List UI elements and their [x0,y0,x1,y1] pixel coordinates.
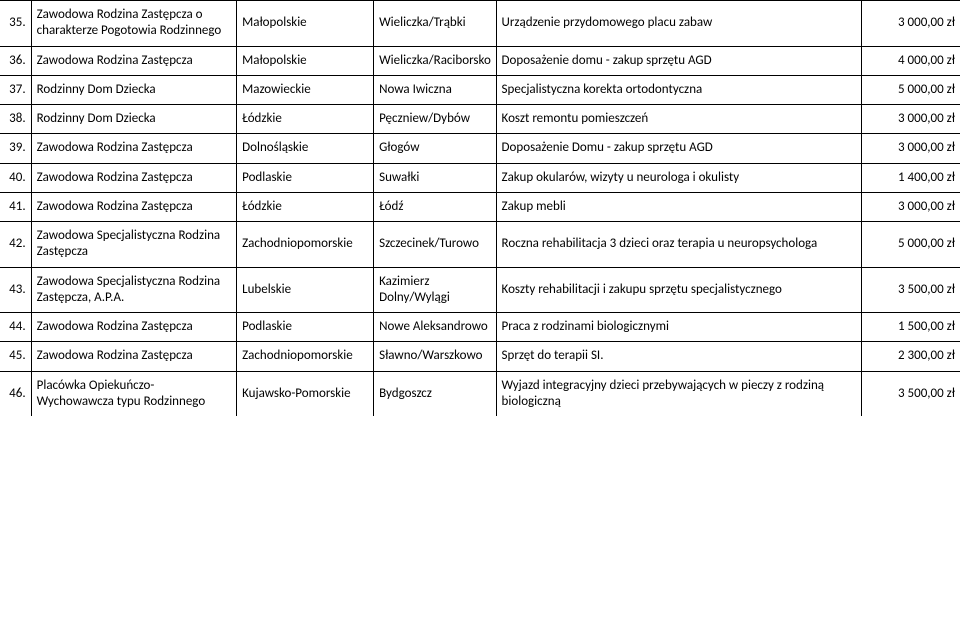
table-row: 35.Zawodowa Rodzina Zastępcza o charakte… [0,1,960,47]
row-number: 35. [0,1,31,47]
row-amount: 3 000,00 zł [861,1,960,47]
row-type: Zawodowa Rodzina Zastępcza [31,46,236,75]
table-row: 41.Zawodowa Rodzina ZastępczaŁódzkieŁódź… [0,192,960,221]
grants-table-body: 35.Zawodowa Rodzina Zastępcza o charakte… [0,1,960,417]
row-voivodeship: Kujawsko-Pomorskie [237,371,374,416]
row-voivodeship: Podlaskie [237,313,374,342]
row-amount: 3 000,00 zł [861,134,960,163]
row-voivodeship: Podlaskie [237,163,374,192]
row-locality: Nowa Iwiczna [374,75,496,104]
row-voivodeship: Małopolskie [237,46,374,75]
row-amount: 5 000,00 zł [861,75,960,104]
row-description: Praca z rodzinami biologicznymi [496,313,861,342]
row-amount: 3 000,00 zł [861,105,960,134]
row-description: Specjalistyczna korekta ortodontyczna [496,75,861,104]
row-type: Zawodowa Rodzina Zastępcza [31,313,236,342]
row-description: Koszt remontu pomieszczeń [496,105,861,134]
row-type: Zawodowa Rodzina Zastępcza [31,134,236,163]
row-type: Placówka Opiekuńczo-Wychowawcza typu Rod… [31,371,236,416]
row-description: Sprzęt do terapii SI. [496,342,861,371]
table-row: 39.Zawodowa Rodzina ZastępczaDolnośląski… [0,134,960,163]
table-row: 45.Zawodowa Rodzina ZastępczaZachodniopo… [0,342,960,371]
row-voivodeship: Zachodniopomorskie [237,342,374,371]
row-number: 46. [0,371,31,416]
row-locality: Łódź [374,192,496,221]
row-type: Zawodowa Specjalistyczna Rodzina Zastępc… [31,267,236,313]
row-amount: 3 000,00 zł [861,192,960,221]
row-number: 41. [0,192,31,221]
row-number: 44. [0,313,31,342]
row-locality: Szczecinek/Turowo [374,222,496,268]
row-type: Zawodowa Specjalistyczna Rodzina Zastępc… [31,222,236,268]
table-row: 44.Zawodowa Rodzina ZastępczaPodlaskieNo… [0,313,960,342]
row-voivodeship: Mazowieckie [237,75,374,104]
row-locality: Nowe Aleksandrowo [374,313,496,342]
table-row: 43.Zawodowa Specjalistyczna Rodzina Zast… [0,267,960,313]
row-locality: Głogów [374,134,496,163]
row-voivodeship: Łódzkie [237,192,374,221]
row-voivodeship: Lubelskie [237,267,374,313]
row-locality: Kazimierz Dolny/Wylągi [374,267,496,313]
row-amount: 3 500,00 zł [861,267,960,313]
grants-table: 35.Zawodowa Rodzina Zastępcza o charakte… [0,0,960,416]
row-voivodeship: Małopolskie [237,1,374,47]
row-voivodeship: Dolnośląskie [237,134,374,163]
table-row: 40.Zawodowa Rodzina ZastępczaPodlaskieSu… [0,163,960,192]
row-voivodeship: Łódzkie [237,105,374,134]
row-description: Zakup mebli [496,192,861,221]
row-locality: Wieliczka/Trąbki [374,1,496,47]
row-description: Koszty rehabilitacji i zakupu sprzętu sp… [496,267,861,313]
row-number: 45. [0,342,31,371]
row-locality: Suwałki [374,163,496,192]
row-locality: Wieliczka/Raciborsko [374,46,496,75]
table-row: 38.Rodzinny Dom DzieckaŁódzkiePęczniew/D… [0,105,960,134]
table-row: 37.Rodzinny Dom DzieckaMazowieckieNowa I… [0,75,960,104]
row-number: 40. [0,163,31,192]
row-type: Rodzinny Dom Dziecka [31,105,236,134]
row-amount: 2 300,00 zł [861,342,960,371]
row-number: 43. [0,267,31,313]
row-amount: 1 500,00 zł [861,313,960,342]
row-description: Zakup okularów, wizyty u neurologa i oku… [496,163,861,192]
row-number: 42. [0,222,31,268]
row-type: Zawodowa Rodzina Zastępcza [31,192,236,221]
row-amount: 3 500,00 zł [861,371,960,416]
row-amount: 1 400,00 zł [861,163,960,192]
row-number: 36. [0,46,31,75]
table-row: 46.Placówka Opiekuńczo-Wychowawcza typu … [0,371,960,416]
row-type: Zawodowa Rodzina Zastępcza o charakterze… [31,1,236,47]
row-locality: Bydgoszcz [374,371,496,416]
row-type: Zawodowa Rodzina Zastępcza [31,163,236,192]
row-voivodeship: Zachodniopomorskie [237,222,374,268]
row-type: Rodzinny Dom Dziecka [31,75,236,104]
row-number: 38. [0,105,31,134]
row-description: Wyjazd integracyjny dzieci przebywającyc… [496,371,861,416]
row-amount: 5 000,00 zł [861,222,960,268]
row-number: 37. [0,75,31,104]
table-row: 36.Zawodowa Rodzina ZastępczaMałopolskie… [0,46,960,75]
row-description: Doposażenie domu - zakup sprzętu AGD [496,46,861,75]
row-description: Doposażenie Domu - zakup sprzętu AGD [496,134,861,163]
row-amount: 4 000,00 zł [861,46,960,75]
row-locality: Sławno/Warszkowo [374,342,496,371]
table-row: 42.Zawodowa Specjalistyczna Rodzina Zast… [0,222,960,268]
row-type: Zawodowa Rodzina Zastępcza [31,342,236,371]
row-locality: Pęczniew/Dybów [374,105,496,134]
row-description: Urządzenie przydomowego placu zabaw [496,1,861,47]
row-number: 39. [0,134,31,163]
row-description: Roczna rehabilitacja 3 dzieci oraz terap… [496,222,861,268]
